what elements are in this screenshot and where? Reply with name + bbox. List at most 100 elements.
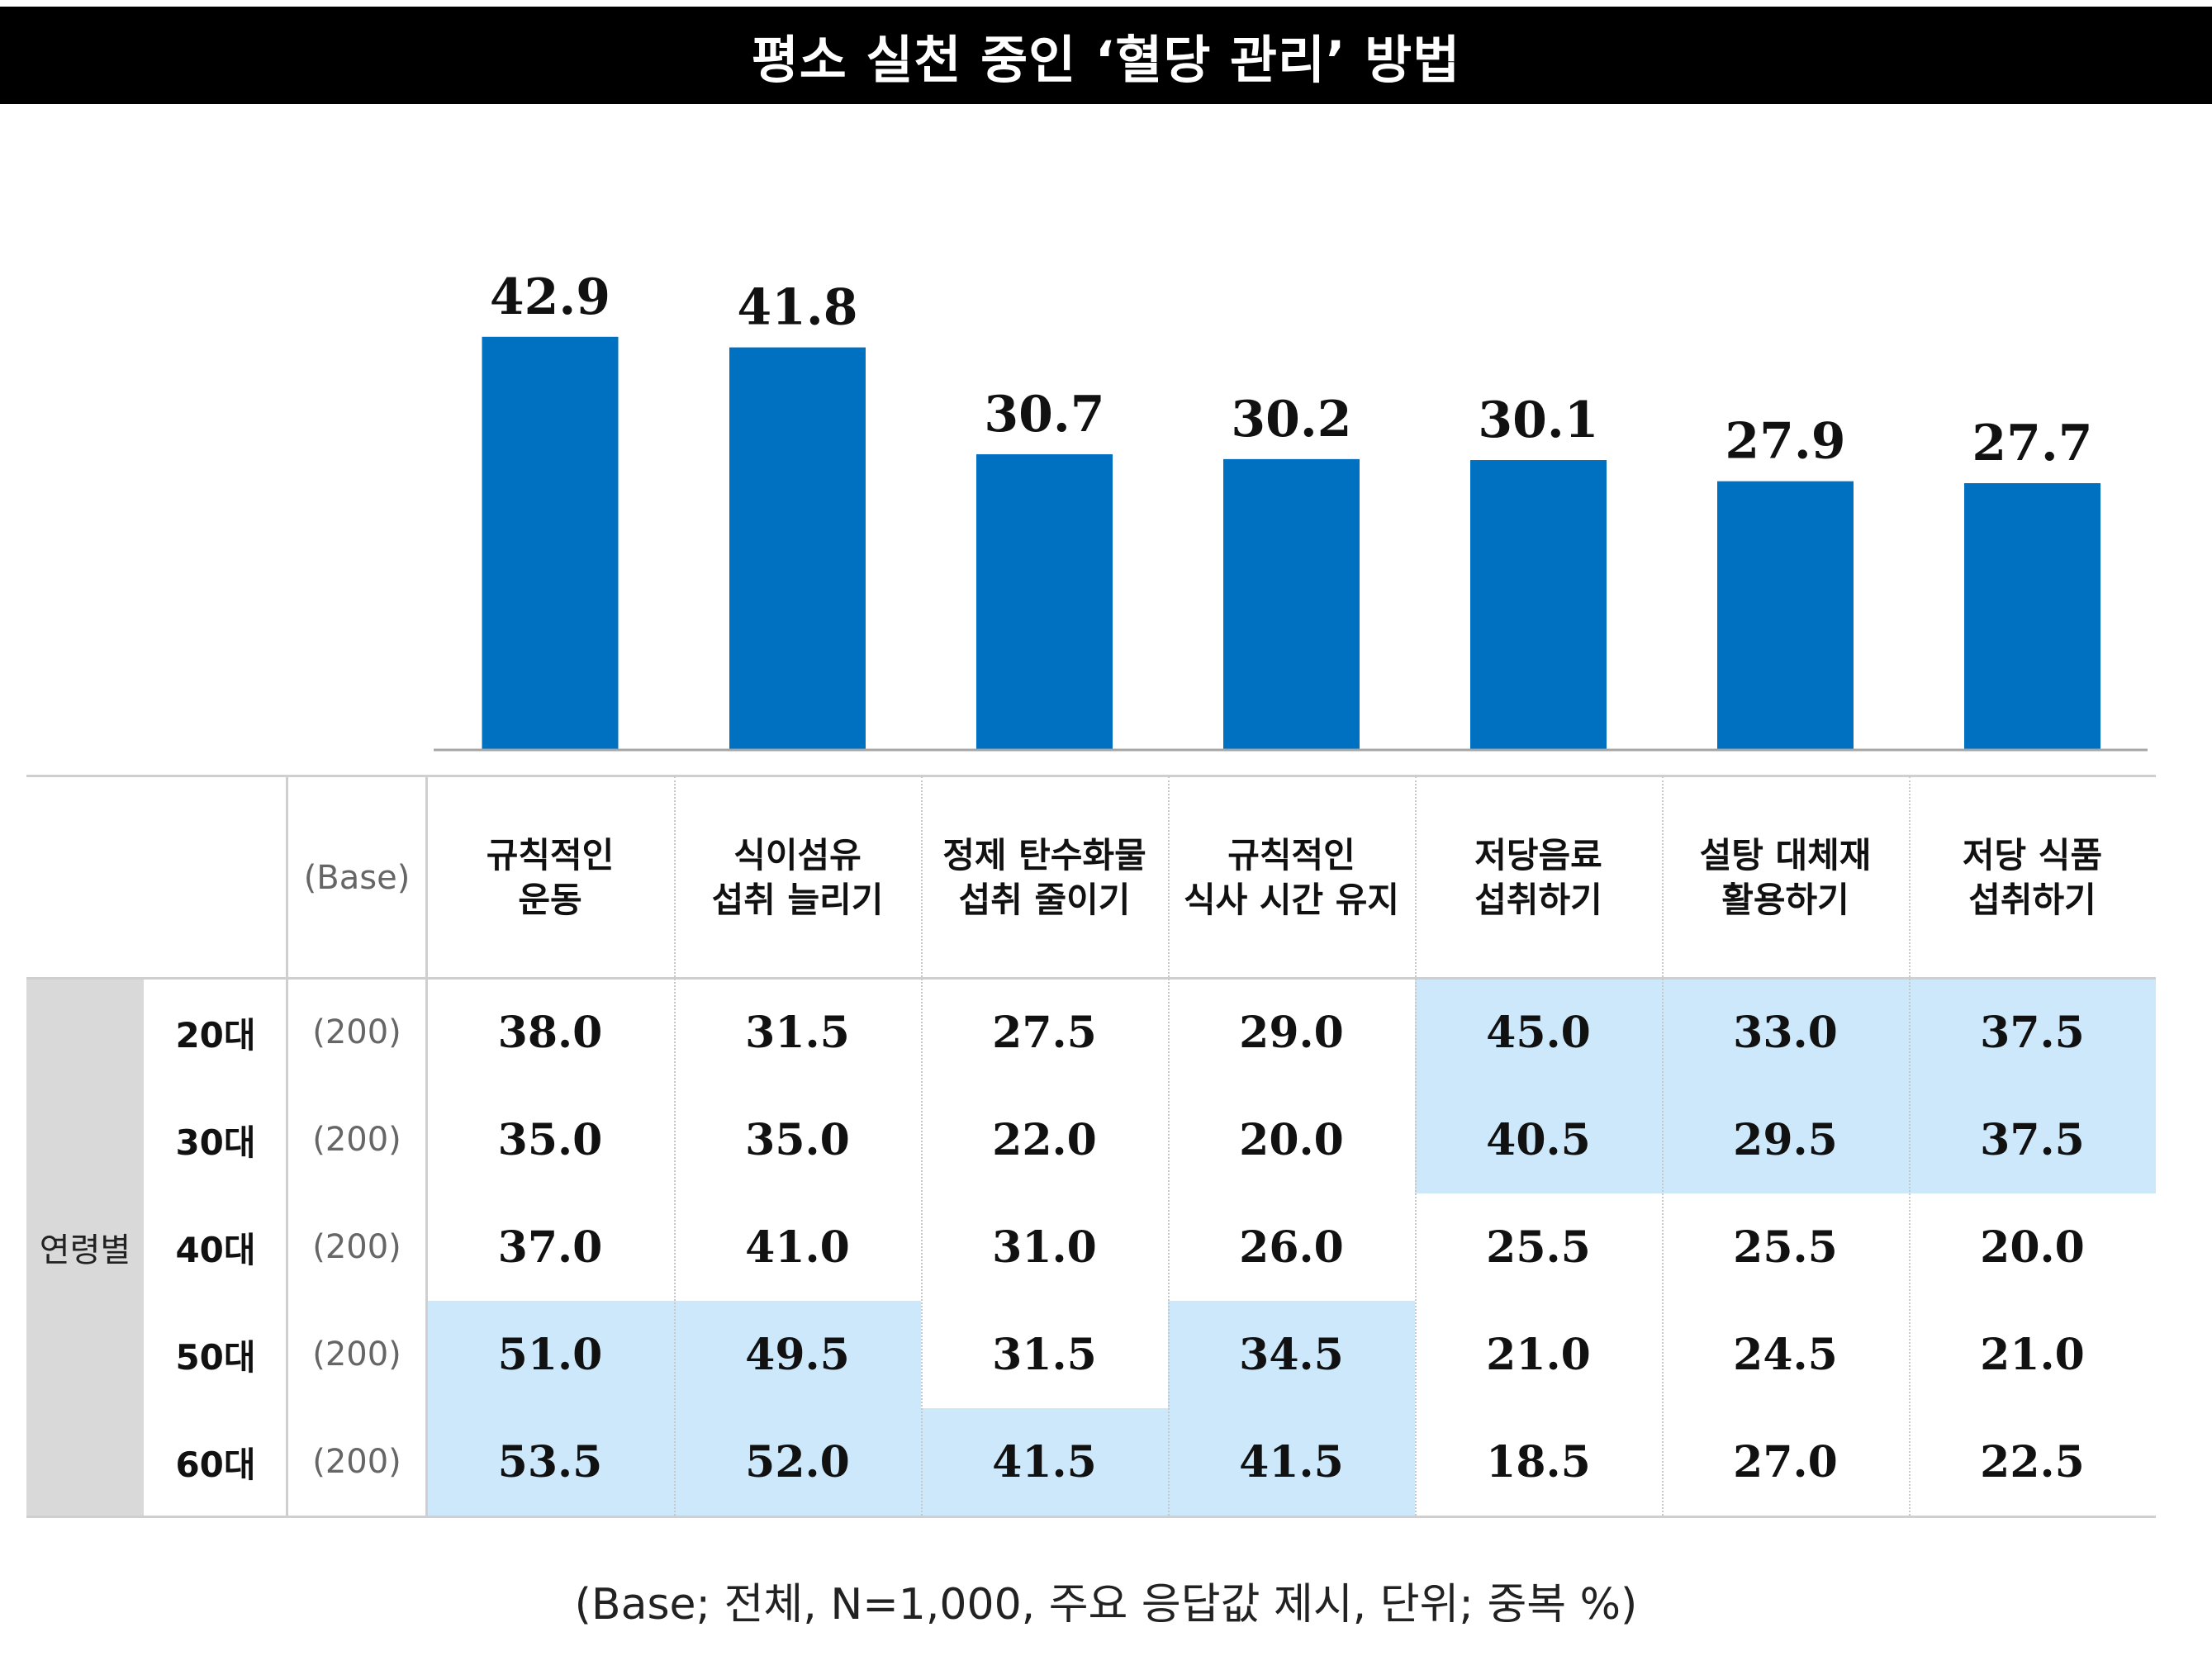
column-header-line: 섭취하기: [1968, 879, 2096, 920]
highlight-cell: [674, 1408, 921, 1516]
highlight-cell: [426, 1408, 674, 1516]
table-value: 41.0: [745, 1222, 850, 1273]
column-divider: [1909, 776, 1911, 1516]
table-value: 20.0: [1239, 1114, 1344, 1165]
row-label: 50대: [175, 1336, 256, 1378]
bar-value-label: 41.8: [737, 279, 857, 337]
row-label: 30대: [175, 1122, 256, 1163]
table-value: 53.5: [497, 1436, 603, 1487]
table-value: 21.0: [1486, 1329, 1591, 1380]
column-header-line: 활용하기: [1721, 879, 1849, 920]
column-header-line: 섭취 늘리기: [711, 879, 884, 920]
row-base: (200): [312, 1121, 401, 1159]
table-value: 22.0: [992, 1114, 1097, 1165]
row-label: 40대: [175, 1229, 256, 1270]
highlight-cell: [1415, 979, 1662, 1086]
highlight-cell: [1909, 1086, 2156, 1193]
base-divider: [425, 775, 428, 1516]
bar-1: [482, 336, 619, 750]
table-value: 31.5: [745, 1007, 850, 1058]
column-header-line: 저당 식품: [1962, 834, 2103, 875]
table-value: 31.5: [992, 1329, 1097, 1380]
bar-2: [729, 347, 866, 750]
highlight-cell: [674, 1301, 921, 1408]
row-base: (200): [312, 1013, 401, 1051]
bar-chart: 42.9 41.8 30.7 30.2 30.1 27.9 27.7: [434, 268, 2148, 752]
table-value: 25.5: [1733, 1222, 1838, 1273]
column-header-line: 섭취하기: [1474, 879, 1602, 920]
row-label: 20대: [175, 1014, 256, 1056]
bar-6: [1717, 481, 1854, 750]
bar-5: [1470, 460, 1607, 750]
table-value: 51.0: [497, 1329, 603, 1380]
column-header-line: 섭취 줄이기: [958, 879, 1131, 920]
column-divider: [921, 776, 923, 1516]
table-value: 24.5: [1733, 1329, 1838, 1380]
table-value: 49.5: [745, 1329, 850, 1380]
header-bottom-line: [26, 977, 2156, 980]
table-value: 29.0: [1239, 1007, 1344, 1058]
table-value: 27.0: [1733, 1436, 1838, 1487]
column-divider: [674, 776, 676, 1516]
row-base: (200): [312, 1336, 401, 1373]
table-value: 35.0: [497, 1114, 603, 1165]
column-header-line: 저당음료: [1474, 834, 1602, 875]
row-label: 60대: [175, 1444, 256, 1485]
table-value: 37.0: [497, 1222, 603, 1273]
table-value: 34.5: [1239, 1329, 1344, 1380]
table-value: 18.5: [1486, 1436, 1591, 1487]
table-value: 20.0: [1980, 1222, 2085, 1273]
highlight-cell: [1909, 979, 2156, 1086]
table-value: 27.5: [992, 1007, 1097, 1058]
label-divider: [286, 775, 288, 1516]
table-bottom-line: [26, 1516, 2156, 1518]
table-value: 38.0: [497, 1007, 603, 1058]
footnote: (Base; 전체, N=1,000, 주요 응답값 제시, 단위; 중복 %): [574, 1580, 1638, 1630]
row-base: (200): [312, 1443, 401, 1481]
column-header-line: 식이섬유: [733, 834, 862, 875]
table-value: 35.0: [745, 1114, 850, 1165]
highlight-cell: [1168, 1408, 1415, 1516]
row-base: (200): [312, 1228, 401, 1266]
column-header-line: 규칙적인: [486, 834, 615, 875]
bar-value-label: 30.2: [1231, 391, 1351, 448]
column-header-line: 운동: [518, 879, 582, 920]
column-divider: [1662, 776, 1664, 1516]
column-divider: [1168, 776, 1170, 1516]
bars-group: 42.9 41.8 30.7 30.2 30.1 27.9 27.7: [482, 268, 2100, 750]
table-value: 31.0: [992, 1222, 1097, 1273]
highlight-cell: [1415, 1086, 1662, 1193]
chart-title: 평소 실천 중인 ‘혈당 관리’ 방법: [0, 7, 2212, 104]
column-header-line: 식사 시간 유지: [1183, 879, 1400, 920]
bar-value-label: 42.9: [490, 268, 610, 326]
highlight-cell: [1662, 979, 1909, 1086]
table-value: 37.5: [1980, 1007, 2085, 1058]
table-value: 52.0: [745, 1436, 850, 1487]
bar-4: [1223, 458, 1360, 750]
table-value: 40.5: [1486, 1114, 1591, 1165]
bar-value-label: 30.7: [984, 386, 1104, 444]
bar-7: [1964, 483, 2100, 750]
table-value: 41.5: [1239, 1436, 1344, 1487]
highlight-cell: [1662, 1086, 1909, 1193]
highlight-cell: [1168, 1301, 1415, 1408]
table-value: 21.0: [1980, 1329, 2085, 1380]
highlight-cell: [921, 1408, 1168, 1516]
column-header-line: 규칙적인: [1227, 834, 1355, 875]
column-divider: [1415, 776, 1417, 1516]
bar-value-label: 27.9: [1725, 413, 1845, 471]
bar-3: [976, 454, 1113, 750]
table-value: 25.5: [1486, 1222, 1591, 1273]
bar-value-label: 30.1: [1478, 391, 1598, 449]
table-value: 45.0: [1486, 1007, 1591, 1058]
highlight-cell: [426, 1301, 674, 1408]
table-value: 33.0: [1733, 1007, 1838, 1058]
table-value: 22.5: [1980, 1436, 2085, 1487]
table-value: 37.5: [1980, 1114, 2085, 1165]
table-value: 26.0: [1239, 1222, 1344, 1273]
column-header-line: 설탕 대체재: [1699, 834, 1872, 875]
table-value: 29.5: [1733, 1114, 1838, 1165]
age-group-label: 연령별: [26, 979, 144, 1516]
column-header-line: 정제 탄수화물: [942, 834, 1146, 875]
table-value: 41.5: [992, 1436, 1097, 1487]
